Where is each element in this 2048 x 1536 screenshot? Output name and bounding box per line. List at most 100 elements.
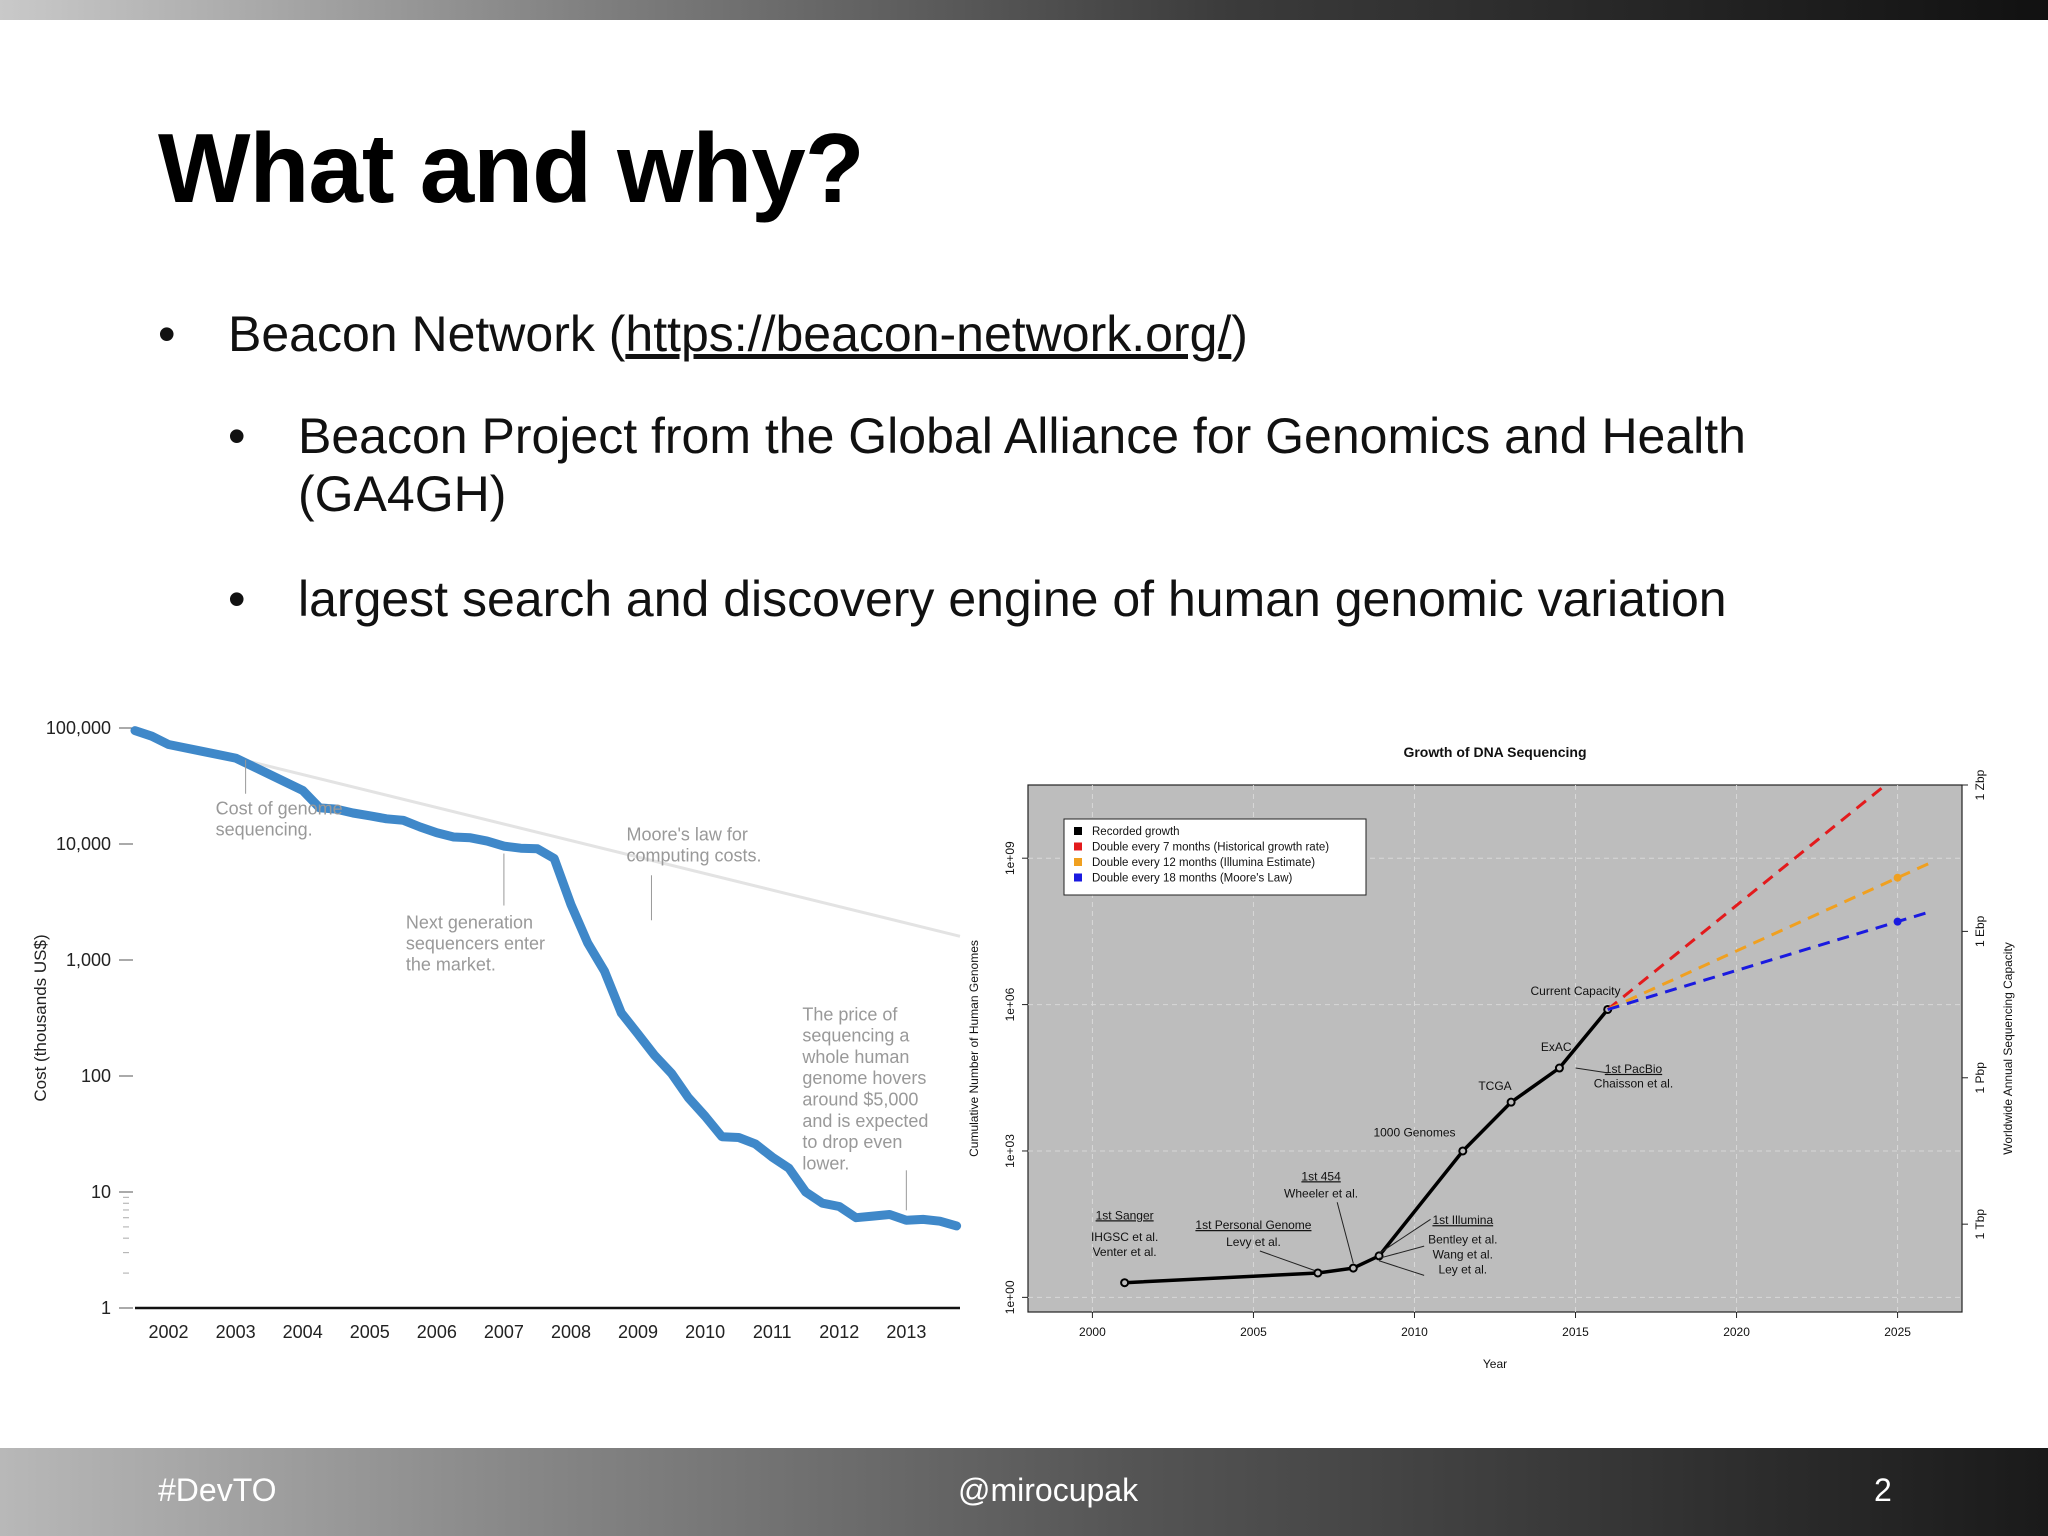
y-tick-label: 1e+00 bbox=[1003, 1280, 1017, 1314]
data-point bbox=[1506, 1097, 1516, 1107]
annotation-label: IHGSC et al. bbox=[1091, 1230, 1158, 1244]
y-tick-label: 1e+09 bbox=[1003, 841, 1017, 875]
x-tick-label: 2003 bbox=[216, 1322, 256, 1342]
y-tick-label: 1 bbox=[101, 1298, 111, 1318]
double-7-months-line bbox=[1606, 785, 1888, 1011]
annotation-leader bbox=[1575, 1067, 1608, 1074]
annotation-leader bbox=[1378, 1218, 1431, 1254]
data-point bbox=[1893, 873, 1902, 882]
annotation-leader bbox=[1259, 1250, 1315, 1271]
annotation-label: Wang et al. bbox=[1433, 1248, 1493, 1262]
y-tick-label: 10 bbox=[91, 1182, 111, 1202]
data-point bbox=[1348, 1263, 1358, 1273]
annotation-leader bbox=[1336, 1202, 1354, 1264]
slide-title: What and why? bbox=[158, 113, 865, 223]
legend-swatch bbox=[1074, 827, 1082, 835]
moores-law-line bbox=[134, 731, 961, 938]
annotation-label: TCGA bbox=[1478, 1079, 1511, 1093]
page-number: 2 bbox=[1874, 1472, 1892, 1508]
x-axis-title: Year bbox=[1483, 1357, 1507, 1371]
x-tick-label: 2005 bbox=[350, 1322, 390, 1342]
annotation-label: Levy et al. bbox=[1226, 1235, 1281, 1249]
y2-tick-label: 1 Pbp bbox=[1973, 1062, 1987, 1094]
annotation-text: Cost of genome sequencing. bbox=[216, 799, 343, 840]
annotation-label: Bentley et al. bbox=[1428, 1233, 1497, 1247]
x-tick-label: 2008 bbox=[551, 1322, 591, 1342]
data-point bbox=[1893, 917, 1902, 926]
x-tick-label: 2012 bbox=[819, 1322, 859, 1342]
bullet-dot-icon: • bbox=[228, 408, 246, 464]
annotation-label: Ley et al. bbox=[1438, 1263, 1487, 1277]
annotation-label: Chaisson et al. bbox=[1594, 1077, 1673, 1091]
footer-hashtag: #DevTO bbox=[158, 1472, 277, 1508]
bullet-largest-search: • largest search and discovery engine of … bbox=[228, 570, 1727, 628]
annotation-label: 1000 Genomes bbox=[1373, 1125, 1455, 1139]
bullet-beacon-project: • Beacon Project from the Global Alliance… bbox=[228, 407, 1746, 523]
annotation-label: 1st 454 bbox=[1301, 1169, 1341, 1183]
y-tick-label: 100 bbox=[81, 1066, 111, 1086]
data-point bbox=[1120, 1278, 1130, 1288]
annotation-label: 1st Sanger bbox=[1096, 1208, 1154, 1222]
top-gradient-bar bbox=[0, 0, 2048, 20]
bullet-dot-icon: • bbox=[228, 571, 246, 627]
footer-bar: #DevTO @mirocupak 2 bbox=[0, 1448, 2048, 1536]
y-tick-label: 1e+06 bbox=[1003, 987, 1017, 1021]
genome-cost-line bbox=[130, 726, 962, 1231]
bullet-text: Beacon Project from the Global Alliance … bbox=[298, 408, 1746, 464]
data-point bbox=[1313, 1268, 1323, 1278]
legend-swatch bbox=[1074, 873, 1082, 882]
annotation-leader bbox=[1378, 1260, 1425, 1276]
x-tick-label: 2010 bbox=[685, 1322, 725, 1342]
annotation-text: Next generation sequencers enter the marke… bbox=[406, 913, 545, 975]
x-tick-label: 2020 bbox=[1723, 1325, 1750, 1339]
x-tick-label: 2009 bbox=[618, 1322, 658, 1342]
recorded-growth-line bbox=[1124, 1008, 1610, 1285]
annotation-label: ExAC bbox=[1541, 1040, 1572, 1054]
double-12-months-line bbox=[1607, 861, 1931, 1011]
footer-handle: @mirocupak bbox=[958, 1472, 1139, 1508]
legend-label: Double every 18 months (Moore's Law) bbox=[1092, 873, 1293, 885]
y-tick-label: 1e+03 bbox=[1003, 1134, 1017, 1168]
y-tick-label: 100,000 bbox=[46, 718, 111, 738]
annotation-text: Moore's law for computing costs. bbox=[626, 824, 761, 865]
y2-tick-label: 1 Tbp bbox=[1973, 1209, 1987, 1240]
x-tick-label: 2025 bbox=[1884, 1325, 1911, 1339]
bullet-dot-icon: • bbox=[158, 306, 176, 362]
bullet-text: largest search and discovery engine of h… bbox=[298, 571, 1727, 627]
x-tick-label: 2002 bbox=[149, 1322, 189, 1342]
legend-box bbox=[1063, 818, 1367, 896]
y-axis-title: Cost (thousands US$) bbox=[31, 934, 50, 1101]
y-tick-label: 10,000 bbox=[56, 834, 111, 854]
bullet-text-continued: (GA4GH) bbox=[298, 466, 507, 522]
annotation-text: The price of sequencing a whole human genom… bbox=[801, 1004, 928, 1173]
bullet-prefix: Beacon Network ( bbox=[228, 306, 626, 362]
legend-swatch bbox=[1074, 842, 1082, 851]
chart-title: Growth of DNA Sequencing bbox=[1403, 744, 1586, 760]
x-tick-label: 2015 bbox=[1562, 1325, 1589, 1339]
annotation-leader bbox=[1378, 1245, 1425, 1259]
annotation-label: Current Capacity bbox=[1530, 984, 1620, 998]
data-point bbox=[1554, 1063, 1564, 1073]
annotation-label: Wheeler et al. bbox=[1284, 1186, 1358, 1200]
x-tick-label: 2013 bbox=[886, 1322, 926, 1342]
annotation-label: 1st PacBio bbox=[1605, 1062, 1663, 1076]
x-tick-label: 2000 bbox=[1079, 1325, 1106, 1339]
data-point bbox=[1458, 1146, 1468, 1156]
genome-cost-chart: 100,000 10,000 1,000 100 10 1 2002 2003 2004 2005… bbox=[31, 718, 962, 1342]
x-tick-label: 2007 bbox=[484, 1322, 524, 1342]
x-tick-label: 2011 bbox=[753, 1322, 792, 1342]
legend-swatch bbox=[1074, 858, 1082, 866]
legend-label: Double every 7 months (Historical growth… bbox=[1092, 842, 1329, 854]
bullet-suffix: ) bbox=[1231, 306, 1248, 362]
x-tick-label: 2004 bbox=[283, 1322, 323, 1342]
y2-tick-label: 1 Ebp bbox=[1973, 915, 1987, 947]
y2-tick-label: 1 Zbp bbox=[1973, 769, 1987, 800]
y2-axis-title: Worldwide Annual Sequencing Capacity bbox=[2001, 942, 2015, 1155]
legend-label: Double every 12 months (Illumina Estimat… bbox=[1092, 857, 1315, 869]
annotation-label: 1st Illumina bbox=[1432, 1213, 1493, 1227]
dna-sequencing-growth-chart: Growth of DNA Sequencing 2000 2005 2010 2015… bbox=[967, 744, 2015, 1371]
annotation-label: Venter et al. bbox=[1093, 1245, 1157, 1259]
legend-label: Recorded growth bbox=[1092, 826, 1180, 838]
beacon-network-link[interactable]: https://beacon-network.org/ bbox=[625, 306, 1232, 362]
y-tick-label: 1,000 bbox=[66, 950, 111, 970]
